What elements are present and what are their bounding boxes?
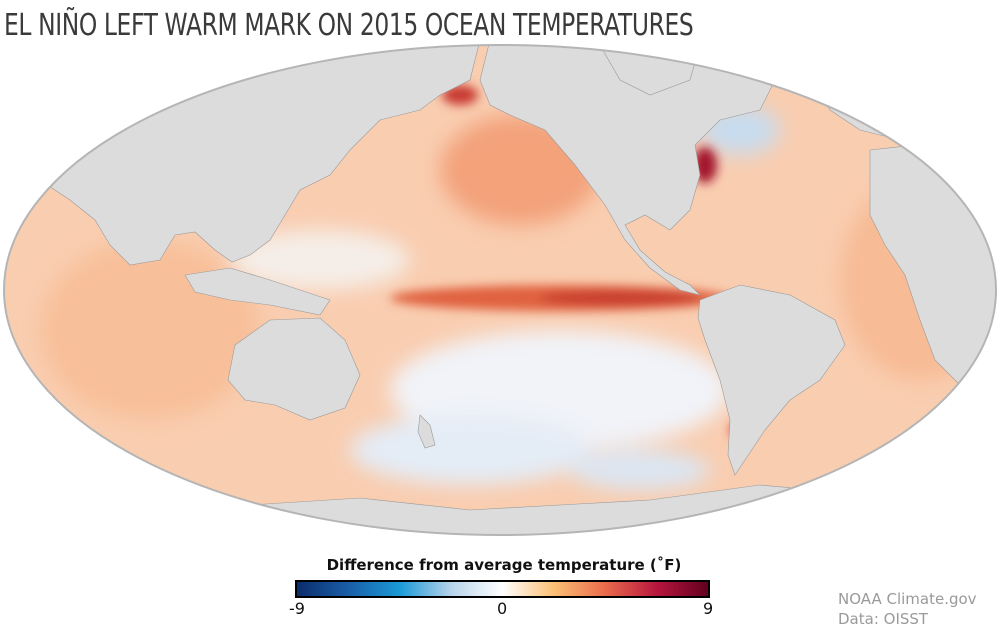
legend-color-bar: [295, 580, 710, 598]
page-title: EL NIÑO LEFT WARM MARK ON 2015 OCEAN TEM…: [4, 8, 694, 43]
legend-mid-label: 0: [497, 599, 508, 618]
south-america: [697, 284, 846, 476]
australia: [227, 317, 361, 421]
indonesia: [184, 267, 331, 316]
north-america: [479, 45, 781, 296]
credit-source: NOAA Climate.gov: [838, 590, 977, 608]
legend-title: Difference from average temperature (˚F): [326, 556, 682, 574]
legend-min-label: -9: [289, 599, 305, 618]
new-zealand: [417, 414, 436, 449]
map-border: [3, 44, 997, 536]
legend-max-label: 9: [703, 599, 714, 618]
credit-data: Data: OISST: [838, 610, 929, 628]
